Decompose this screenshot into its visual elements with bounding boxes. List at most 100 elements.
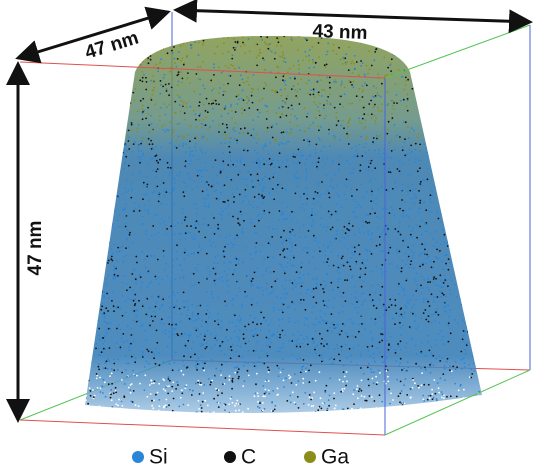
atom-dot <box>476 138 478 140</box>
atom-dot <box>442 422 444 424</box>
atom-dot <box>177 84 179 86</box>
atom-dot <box>413 189 415 191</box>
atom-dot <box>154 316 156 318</box>
atom-dot <box>225 361 227 363</box>
atom-dot <box>321 193 323 195</box>
atom-dot <box>344 93 346 95</box>
atom-dot <box>479 270 481 272</box>
atom-dot <box>348 69 350 71</box>
atom-dot <box>86 344 88 346</box>
atom-dot <box>172 136 174 138</box>
atom-dot <box>96 144 98 146</box>
atom-dot <box>206 189 208 191</box>
atom-dot <box>409 45 411 47</box>
atom-dot <box>254 149 256 151</box>
atom-dot <box>189 163 191 165</box>
atom-dot <box>241 178 243 180</box>
atom-dot <box>327 258 329 260</box>
atom-dot <box>467 160 469 162</box>
atom-dot <box>127 340 129 342</box>
atom-dot <box>450 92 452 94</box>
atom-dot <box>388 250 390 252</box>
atom-dot <box>114 408 116 410</box>
atom-dot <box>109 360 111 362</box>
atom-dot <box>262 57 264 59</box>
atom-dot <box>92 201 94 203</box>
atom-dot <box>261 39 263 41</box>
atom-dot <box>95 197 97 199</box>
atom-dot <box>409 263 411 265</box>
atom-dot <box>107 310 109 312</box>
atom-dot <box>126 283 128 285</box>
atom-dot <box>317 241 319 243</box>
atom-dot <box>105 144 107 146</box>
atom-dot <box>307 251 309 253</box>
atom-dot <box>236 103 238 105</box>
atom-dot <box>89 210 91 212</box>
atom-dot <box>244 44 246 46</box>
atom-dot <box>299 236 301 238</box>
atom-dot <box>313 90 315 92</box>
atom-dot <box>420 100 422 102</box>
atom-dot <box>348 134 350 136</box>
atom-dot <box>117 405 119 407</box>
atom-dot <box>391 263 393 265</box>
atom-dot <box>143 185 145 187</box>
atom-dot <box>152 170 154 172</box>
atom-dot <box>430 53 432 55</box>
atom-dot <box>135 88 137 90</box>
atom-dot <box>256 323 258 325</box>
atom-dot <box>203 202 205 204</box>
atom-dot <box>451 190 453 192</box>
atom-dot <box>449 48 451 50</box>
atom-dot <box>488 303 490 305</box>
atom-dot <box>100 304 102 306</box>
atom-dot <box>98 424 100 426</box>
atom-dot <box>405 80 407 82</box>
atom-dot <box>352 275 354 277</box>
width-arrow <box>176 10 530 22</box>
atom-dot <box>199 393 201 395</box>
atom-dot <box>348 80 350 82</box>
atom-dot <box>300 334 302 336</box>
atom-dot <box>94 216 96 218</box>
atom-dot <box>125 255 127 257</box>
atom-dot <box>448 163 450 165</box>
atom-dot <box>426 40 428 42</box>
atom-dot <box>263 158 265 160</box>
atom-dot <box>356 388 358 390</box>
atom-dot <box>262 294 264 296</box>
atom-dot <box>276 91 278 93</box>
atom-dot <box>354 68 356 70</box>
atom-dot <box>220 142 222 144</box>
atom-dot <box>308 262 310 264</box>
atom-dot <box>223 107 225 109</box>
atom-dot <box>337 255 339 257</box>
atom-dot <box>398 365 400 367</box>
atom-dot <box>244 109 246 111</box>
atom-dot <box>434 186 436 188</box>
atom-dot <box>132 242 134 244</box>
atom-dot <box>168 376 170 378</box>
atom-dot <box>397 343 399 345</box>
atom-dot <box>222 280 224 282</box>
atom-dot <box>277 388 279 390</box>
atom-dot <box>431 68 433 70</box>
atom-dot <box>273 310 275 312</box>
atom-dot <box>110 328 112 330</box>
atom-dot <box>443 210 445 212</box>
atom-dot <box>218 406 220 408</box>
atom-dot <box>227 418 229 420</box>
atom-dot <box>199 246 201 248</box>
atom-dot <box>106 190 108 192</box>
atom-dot <box>360 60 362 62</box>
atom-dot <box>394 55 396 57</box>
atom-dot <box>242 89 244 91</box>
atom-dot <box>171 275 173 277</box>
atom-dot <box>326 64 328 66</box>
atom-dot <box>161 318 163 320</box>
atom-dot <box>467 187 469 189</box>
atom-dot <box>478 260 480 262</box>
atom-dot <box>282 359 284 361</box>
atom-dot <box>435 393 437 395</box>
